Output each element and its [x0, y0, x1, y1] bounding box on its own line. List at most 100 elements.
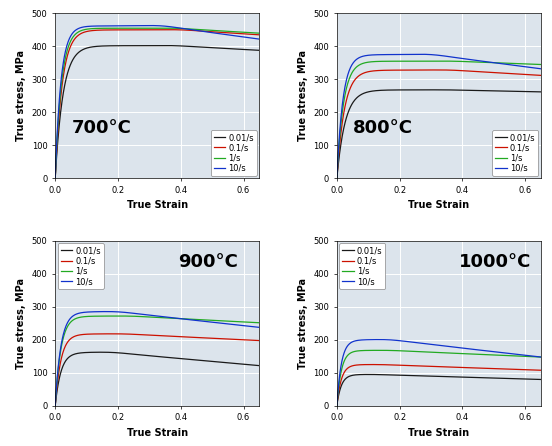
- 0.01/s: [52, 403, 59, 409]
- Line: 1/s: 1/s: [337, 351, 541, 406]
- 0.01/s: [173, 355, 179, 361]
- 0.01/s: [189, 44, 195, 49]
- 0.1/s: [487, 70, 494, 75]
- 0.01/s: [173, 43, 179, 49]
- 10/s: [370, 337, 376, 343]
- 0.01/s: [538, 89, 544, 95]
- 1/s: [376, 348, 383, 353]
- 10/s: [426, 52, 433, 57]
- 0.01/s: [206, 359, 213, 364]
- 0.1/s: [454, 365, 461, 370]
- 1/s: [333, 176, 340, 181]
- 0.01/s: [159, 43, 166, 48]
- 0.1/s: [109, 331, 116, 337]
- Legend: 0.01/s, 0.1/s, 1/s, 10/s: 0.01/s, 0.1/s, 1/s, 10/s: [58, 244, 104, 289]
- 10/s: [144, 23, 151, 28]
- 1/s: [426, 350, 433, 355]
- X-axis label: True Strain: True Strain: [127, 428, 188, 438]
- 1/s: [145, 314, 151, 320]
- 0.01/s: [333, 176, 340, 181]
- 1/s: [206, 28, 213, 33]
- 0.1/s: [88, 28, 94, 33]
- 10/s: [470, 58, 477, 63]
- Line: 0.01/s: 0.01/s: [337, 375, 541, 405]
- 1/s: [52, 403, 59, 409]
- 0.1/s: [386, 67, 392, 73]
- 0.1/s: [370, 362, 376, 367]
- 0.01/s: [370, 372, 376, 377]
- Line: 10/s: 10/s: [337, 339, 541, 405]
- X-axis label: True Strain: True Strain: [408, 428, 469, 438]
- Line: 10/s: 10/s: [55, 25, 259, 178]
- 1/s: [256, 30, 263, 36]
- Line: 0.01/s: 0.01/s: [55, 45, 259, 178]
- 0.01/s: [454, 87, 461, 93]
- Legend: 0.01/s, 0.1/s, 1/s, 10/s: 0.01/s, 0.1/s, 1/s, 10/s: [492, 130, 538, 176]
- 0.1/s: [487, 366, 494, 371]
- Legend: 0.01/s, 0.1/s, 1/s, 10/s: 0.01/s, 0.1/s, 1/s, 10/s: [211, 130, 257, 176]
- 1/s: [370, 348, 376, 353]
- 0.01/s: [470, 375, 477, 380]
- 10/s: [487, 60, 494, 65]
- 0.01/s: [206, 45, 213, 50]
- 0.1/s: [538, 368, 544, 373]
- Legend: 0.01/s, 0.1/s, 1/s, 10/s: 0.01/s, 0.1/s, 1/s, 10/s: [339, 244, 385, 289]
- 0.1/s: [189, 28, 195, 33]
- 0.01/s: [144, 43, 151, 48]
- Line: 0.01/s: 0.01/s: [55, 352, 259, 406]
- X-axis label: True Strain: True Strain: [127, 201, 188, 211]
- 0.1/s: [333, 403, 340, 408]
- 0.1/s: [206, 335, 213, 341]
- 0.01/s: [256, 363, 263, 368]
- 10/s: [52, 176, 59, 181]
- 10/s: [416, 52, 422, 57]
- 0.1/s: [88, 331, 94, 337]
- 10/s: [333, 403, 340, 408]
- 10/s: [88, 309, 94, 314]
- 0.1/s: [206, 29, 213, 34]
- Line: 1/s: 1/s: [55, 316, 259, 406]
- 0.1/s: [434, 67, 441, 73]
- 0.1/s: [256, 32, 263, 37]
- 0.1/s: [173, 27, 179, 33]
- 0.1/s: [256, 338, 263, 343]
- 0.01/s: [426, 373, 433, 379]
- 0.1/s: [426, 67, 433, 73]
- Line: 0.1/s: 0.1/s: [337, 70, 541, 178]
- 10/s: [206, 319, 213, 325]
- 0.1/s: [144, 27, 151, 33]
- 0.01/s: [470, 88, 477, 93]
- 1/s: [454, 58, 461, 64]
- 10/s: [470, 347, 477, 352]
- 1/s: [386, 348, 393, 353]
- Text: 1000°C: 1000°C: [459, 252, 532, 271]
- 10/s: [52, 403, 59, 409]
- 1/s: [256, 320, 263, 326]
- 0.01/s: [426, 87, 433, 92]
- 0.01/s: [364, 372, 371, 377]
- 10/s: [103, 309, 110, 314]
- 0.1/s: [333, 176, 340, 181]
- 10/s: [173, 315, 179, 321]
- 10/s: [454, 345, 461, 350]
- 1/s: [206, 318, 213, 323]
- 1/s: [333, 403, 340, 409]
- 10/s: [487, 349, 494, 354]
- Y-axis label: True stress, MPa: True stress, MPa: [298, 278, 308, 369]
- 0.1/s: [386, 362, 393, 368]
- 0.1/s: [538, 73, 544, 78]
- 0.01/s: [88, 350, 94, 355]
- 1/s: [538, 62, 544, 67]
- 10/s: [426, 342, 433, 347]
- 10/s: [189, 317, 195, 322]
- 0.01/s: [538, 377, 544, 382]
- 1/s: [104, 25, 111, 31]
- 0.1/s: [145, 332, 151, 338]
- 1/s: [386, 58, 392, 64]
- 0.01/s: [454, 374, 461, 380]
- 0.01/s: [189, 357, 195, 362]
- 0.1/s: [104, 331, 111, 337]
- 0.01/s: [386, 87, 392, 93]
- 0.01/s: [145, 353, 151, 358]
- 1/s: [189, 26, 195, 32]
